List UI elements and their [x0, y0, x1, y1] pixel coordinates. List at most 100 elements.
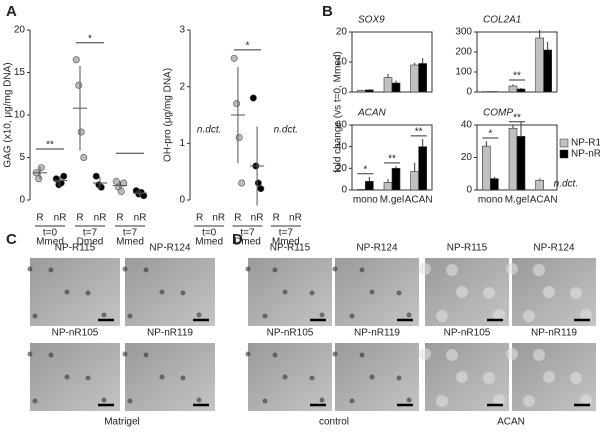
texture: [543, 371, 555, 383]
texture: [369, 289, 375, 295]
bar: [508, 85, 518, 93]
texture: [159, 289, 165, 295]
texture: [580, 309, 592, 321]
texture: [32, 313, 38, 319]
texture: [122, 351, 128, 357]
texture: [456, 286, 468, 298]
texture: [483, 287, 495, 299]
texture: [309, 375, 315, 381]
texture: [282, 289, 288, 295]
texture: [245, 266, 251, 272]
significance-label: **: [513, 112, 521, 123]
texture: [48, 267, 54, 273]
x-tick-label: nR: [289, 213, 302, 224]
data-point: [257, 185, 265, 193]
texture: [245, 351, 251, 357]
data-point: [72, 56, 80, 64]
image-caption: ACAN: [497, 417, 525, 428]
y-tick-label: 0: [341, 87, 347, 98]
group-time: t=7: [83, 228, 98, 239]
x-tick-label: nR: [251, 213, 264, 224]
texture: [533, 349, 545, 361]
micrograph: [125, 343, 215, 411]
data-point: [140, 192, 148, 200]
image-label: NP-R115: [55, 243, 96, 254]
y-tick-label: 0: [466, 185, 472, 196]
bar: [383, 182, 393, 191]
image-caption: Matrigel: [104, 417, 140, 428]
texture: [196, 397, 202, 403]
legend-label: NP-nR105: [571, 149, 600, 160]
texture: [580, 394, 592, 406]
data-point: [97, 183, 105, 191]
x-tick-label: nR: [134, 213, 147, 224]
bar: [410, 171, 419, 191]
image-label: NP-R124: [356, 243, 398, 254]
y-tick-label: 10: [336, 57, 348, 68]
texture: [523, 395, 535, 407]
texture: [143, 267, 149, 273]
y-tick-label: 0: [19, 195, 25, 206]
y-tick-label: 20: [14, 25, 26, 36]
x-tick-label: nR: [212, 213, 225, 224]
bar: [383, 77, 393, 93]
texture: [272, 267, 278, 273]
texture: [262, 313, 268, 319]
significance-label: **: [513, 71, 521, 82]
group-medium: Mmed: [116, 237, 144, 248]
bar: [391, 82, 401, 93]
data-point: [35, 175, 43, 183]
texture: [319, 312, 325, 318]
note: n.dct.: [554, 179, 578, 190]
data-point: [235, 134, 243, 142]
significance-label: *: [363, 164, 367, 175]
image-label: NP-R124: [533, 243, 575, 254]
y-tick-label: 200: [455, 47, 472, 58]
texture: [369, 374, 375, 380]
chart-title: ACAN: [357, 108, 387, 119]
image-label: NP-R115: [447, 243, 488, 254]
chart-title: COMP: [483, 108, 513, 119]
y-tick-label: 1: [179, 138, 185, 149]
micrograph: [248, 258, 332, 326]
y-tick-label: 0: [341, 185, 347, 196]
micrograph: [335, 258, 419, 326]
texture: [493, 309, 505, 321]
image-label: NP-R124: [149, 243, 191, 254]
group-time: t=0: [202, 228, 217, 239]
bar: [535, 179, 544, 191]
y-tick-label: 20: [461, 152, 473, 163]
image-label: NP-nR119: [531, 328, 577, 339]
data-point: [77, 128, 85, 136]
x-tick-label: ACAN: [530, 195, 558, 206]
texture: [483, 372, 495, 384]
significance-label: *: [246, 40, 250, 51]
texture: [319, 397, 325, 403]
x-tick-label: nR: [54, 213, 67, 224]
group-time: t=7: [240, 228, 255, 239]
texture: [419, 348, 431, 360]
legend-swatch: [559, 138, 569, 148]
data-point: [112, 177, 120, 185]
texture: [101, 397, 107, 403]
texture: [32, 398, 38, 404]
significance-label: *: [88, 33, 92, 44]
chart-title: COL2A1: [483, 15, 521, 26]
texture: [406, 397, 412, 403]
bar: [535, 37, 544, 93]
texture: [196, 312, 202, 318]
x-tick-label: R: [116, 213, 123, 224]
note: n.dct.: [274, 125, 298, 136]
legend-label: NP-R115: [571, 138, 600, 149]
y-tick-label: 5: [19, 152, 25, 163]
group-medium: Dmed: [234, 237, 261, 248]
texture: [506, 263, 518, 275]
data-point: [80, 154, 88, 162]
texture: [180, 375, 186, 381]
x-tick-label: nR: [94, 213, 107, 224]
bar: [418, 63, 427, 93]
texture: [127, 313, 133, 319]
texture: [493, 394, 505, 406]
bar: [365, 89, 374, 93]
